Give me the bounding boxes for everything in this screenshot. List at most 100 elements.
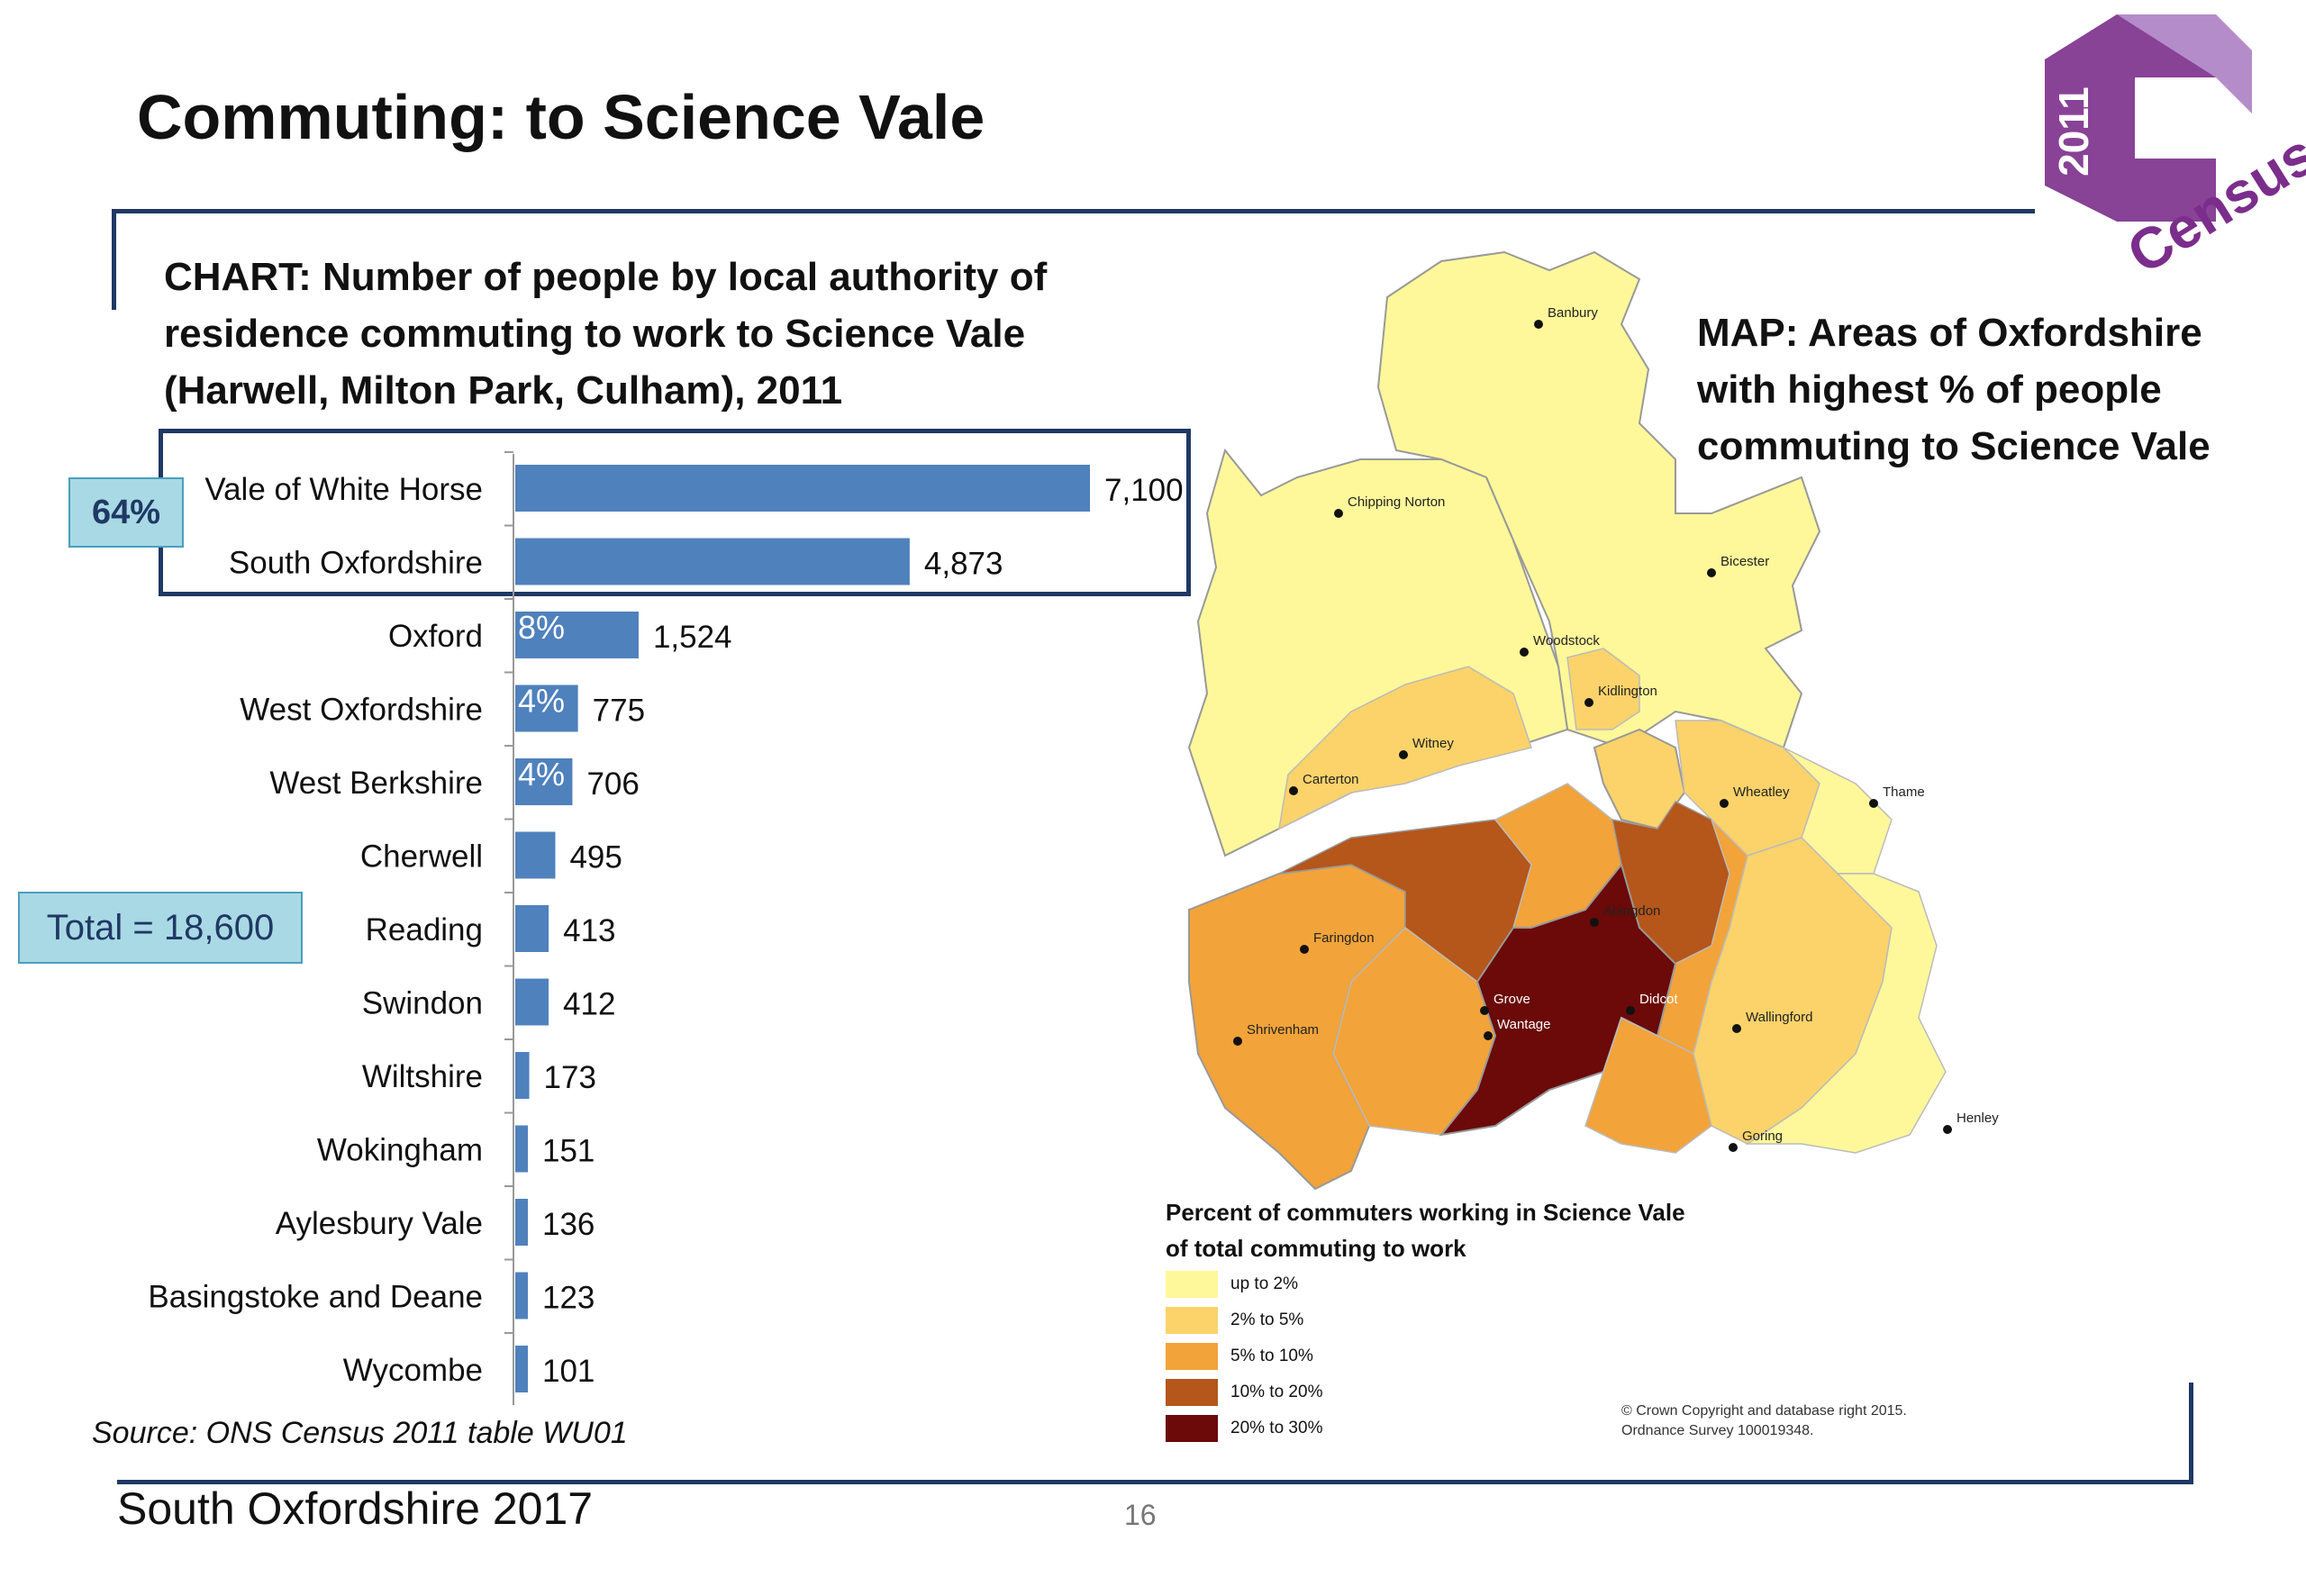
town-marker: [1300, 945, 1309, 954]
town-label: Carterton: [1303, 772, 1359, 787]
town-label: Wheatley: [1733, 784, 1790, 800]
legend-item: 2% to 5%: [1166, 1302, 1685, 1338]
town-marker: [1484, 1031, 1493, 1040]
legend-swatch: [1166, 1379, 1218, 1406]
value-label: 123: [542, 1281, 595, 1316]
value-label: 4,873: [924, 547, 1003, 582]
bar: [515, 685, 578, 732]
category-label: West Oxfordshire: [240, 693, 483, 728]
category-label: Wycombe: [343, 1353, 483, 1388]
town-marker: [1869, 799, 1878, 808]
town-label: Faringdon: [1313, 930, 1375, 946]
bar: [515, 1125, 528, 1173]
copyright-note: © Crown Copyright and database right 201…: [1621, 1403, 1907, 1438]
bar: [515, 465, 1090, 512]
value-label: 151: [542, 1134, 595, 1169]
legend-label: 10% to 20%: [1230, 1383, 1323, 1401]
legend-item: 10% to 20%: [1166, 1374, 1685, 1410]
category-label: South Oxfordshire: [229, 546, 483, 581]
map-area-kidlington: [1566, 648, 1640, 730]
map-legend: Percent of commuters working in Science …: [1166, 1194, 1685, 1446]
legend-swatch: [1166, 1307, 1218, 1334]
town-marker: [1626, 1006, 1635, 1015]
value-label: 7,100: [1104, 473, 1184, 508]
value-label: 136: [542, 1207, 595, 1242]
bar-percent-label: 4%: [518, 683, 565, 720]
category-label: Oxford: [388, 619, 483, 654]
top-divider: [112, 209, 2035, 213]
category-label: Basingstoke and Deane: [148, 1280, 483, 1315]
legend-label: up to 2%: [1230, 1274, 1298, 1293]
legend-swatch: [1166, 1343, 1218, 1370]
bar: [515, 1199, 528, 1246]
category-label: Swindon: [362, 986, 483, 1021]
town-marker: [1480, 1006, 1489, 1015]
bar: [515, 538, 910, 585]
bar-chart: Vale of White Horse 7,100 South Oxfordshir…: [148, 451, 1184, 1405]
source-note: Source: ONS Census 2011 table WU01: [92, 1416, 628, 1450]
value-label: 101: [542, 1354, 595, 1389]
map-area-henley: [1745, 873, 1947, 1154]
town-label: Thame: [1883, 784, 1925, 800]
town-marker: [1590, 918, 1599, 927]
map-area-goring: [1584, 1016, 1712, 1154]
bar-percent-label: 4%: [518, 756, 565, 793]
category-label: West Berkshire: [269, 766, 483, 801]
census-logo: 2011 Census: [2045, 14, 2306, 286]
town-marker: [1584, 698, 1593, 707]
town-marker: [1233, 1037, 1242, 1046]
oxfordshire-map: Banbury Chipping Norton Bicester Woodstock K…: [1187, 250, 1999, 1191]
total-callout: Total = 18,600: [18, 892, 303, 964]
legend-swatch: [1166, 1415, 1218, 1442]
bar: [515, 831, 556, 879]
town-label: Abingdon: [1603, 903, 1660, 919]
legend-label: 20% to 30%: [1230, 1419, 1323, 1437]
top-divider-tick: [112, 209, 116, 310]
bar: [515, 1272, 528, 1319]
town-label: Banbury: [1548, 305, 1598, 321]
town-marker: [1720, 799, 1729, 808]
legend-item: 5% to 10%: [1166, 1338, 1685, 1374]
town-marker: [1289, 786, 1298, 795]
town-label: Goring: [1742, 1129, 1783, 1144]
town-marker: [1707, 568, 1716, 577]
category-label: Wiltshire: [362, 1059, 483, 1094]
town-label: Woodstock: [1533, 633, 1600, 648]
bar: [515, 758, 573, 805]
value-label: 1,524: [653, 620, 732, 655]
value-label: 413: [563, 913, 615, 948]
town-label: Wantage: [1497, 1017, 1550, 1032]
map-title: MAP: Areas of Oxfordshire with highest %…: [1692, 304, 2279, 475]
town-marker: [1334, 509, 1343, 518]
category-label: Cherwell: [360, 839, 483, 875]
value-label: 495: [569, 840, 622, 875]
town-label: Bicester: [1720, 554, 1769, 569]
legend-item: up to 2%: [1166, 1266, 1685, 1302]
category-label: Aylesbury Vale: [276, 1206, 483, 1241]
town-label: Wallingford: [1746, 1010, 1812, 1025]
page-number: 16: [1124, 1499, 1157, 1531]
town-marker: [1534, 320, 1543, 329]
map-area-witney: [1278, 666, 1532, 830]
town-label: Shrivenham: [1247, 1022, 1319, 1038]
group-share-callout: 64%: [68, 477, 184, 548]
value-label: 412: [563, 987, 615, 1022]
town-marker: [1943, 1125, 1952, 1134]
value-label: 706: [586, 766, 639, 802]
bottom-divider: [117, 1480, 2193, 1484]
bar-percent-label: 8%: [518, 609, 565, 646]
town-marker: [1732, 1024, 1741, 1033]
bottom-divider-tick: [2189, 1383, 2193, 1484]
town-label: Didcot: [1639, 992, 1678, 1007]
category-label: Reading: [366, 912, 483, 948]
town-label: Kidlington: [1598, 684, 1657, 699]
town-label: Henley: [1956, 1111, 1999, 1126]
logo-year: 2011: [2050, 86, 2097, 177]
legend-item: 20% to 30%: [1166, 1410, 1685, 1446]
legend-label: 2% to 5%: [1230, 1310, 1304, 1329]
chart-title: CHART: Number of people by local authori…: [164, 255, 1048, 413]
town-label: Grove: [1493, 992, 1530, 1007]
town-marker: [1399, 750, 1408, 759]
legend-swatch: [1166, 1271, 1218, 1298]
footer-text: South Oxfordshire 2017: [117, 1483, 594, 1534]
